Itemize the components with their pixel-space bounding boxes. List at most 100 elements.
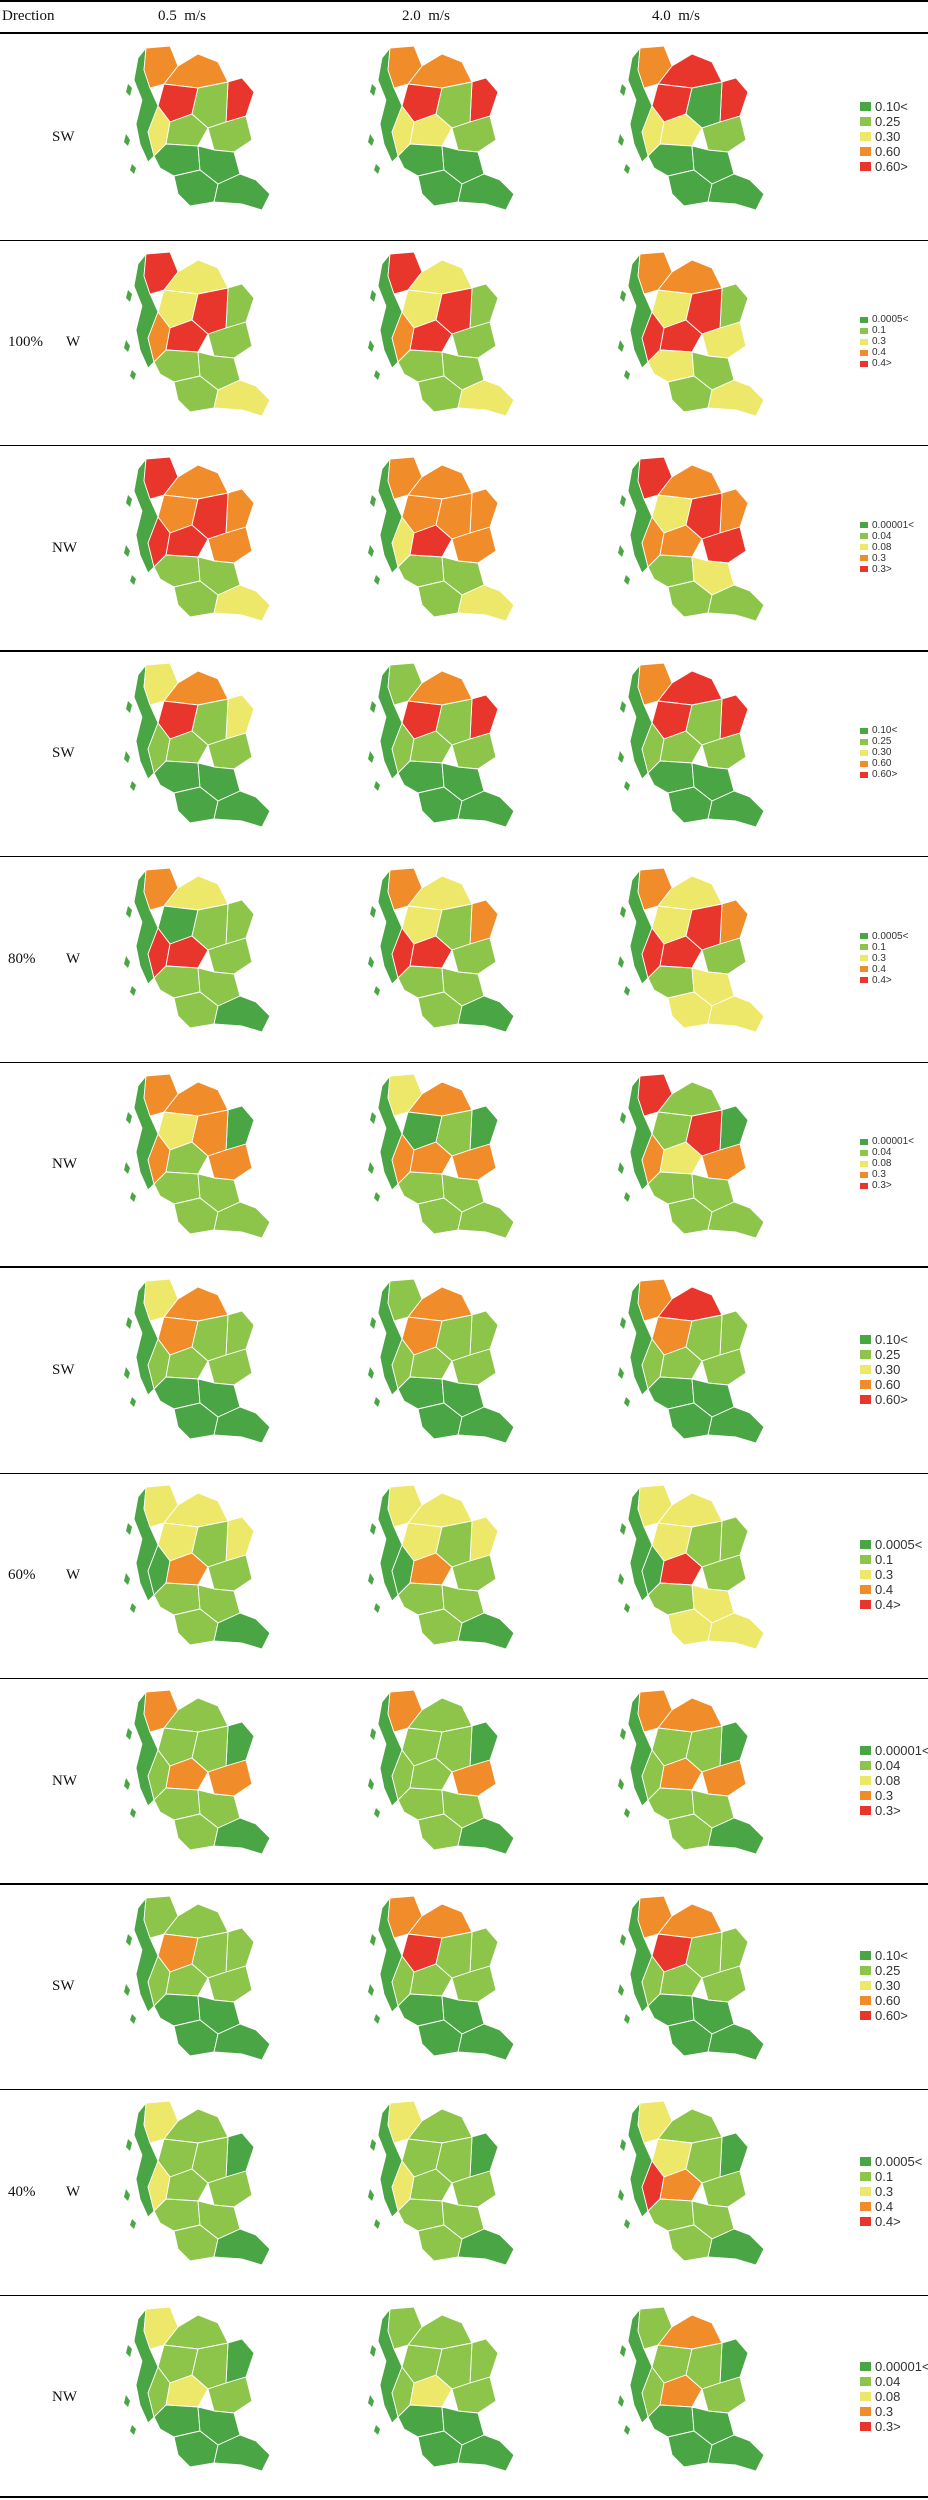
district-map-svg [368,867,515,1033]
district-region-6 [409,319,453,352]
map-40pct-nw-speed-3 [612,2305,772,2490]
legend-label: 0.3 [872,1169,886,1181]
district-region-4 [225,1105,255,1150]
map-40pct-nw-speed-1 [118,2305,278,2490]
district-region-6 [165,113,209,147]
legend-label: 0.4 [872,347,886,359]
district-region-7 [191,287,229,334]
district-map-svg [124,2100,271,2266]
legend-label: 0.60> [875,158,908,174]
district-region-12 [707,1406,765,1444]
island-3 [130,164,136,174]
legend-label: 0.08 [875,2389,901,2405]
district-region-12 [457,2228,515,2266]
district-region-7 [685,1520,723,1567]
island-1 [370,1317,376,1329]
island-1 [126,2139,132,2151]
island-2 [124,2189,130,2201]
island-2 [124,2394,130,2407]
district-region-4 [225,77,255,123]
island-1 [126,1111,132,1124]
island-2 [618,339,624,352]
legend-label: 0.0005< [875,1537,923,1553]
legend-swatch [860,727,868,734]
district-region-7 [435,2342,473,2389]
legend-sw: 0.10< 0.25 0.30 0.60 0.60> [860,99,908,174]
legend-item: 0.60 [860,1377,908,1392]
row-separator [0,1472,928,1474]
island-2 [124,1778,130,1790]
legend-item: 0.10< [860,1948,908,1963]
district-region-12 [457,1612,515,1649]
district-map-svg [124,1895,271,2060]
island-2 [368,2189,374,2201]
table-row: SW 0.10< 0.25 0.30 0.60 0.60> [0,1884,928,2090]
map-60pct-sw-speed-1 [118,1277,278,1462]
island-1 [370,84,376,96]
map-100pct-w-speed-3 [612,250,772,435]
district-region-4 [469,2132,499,2178]
legend-swatch [860,131,871,141]
legend-item: 0.1 [860,325,908,336]
legend-item: 0.00001< [860,520,914,531]
legend-swatch [860,1760,871,1770]
legend-label: 0.00001< [872,519,914,531]
legend-item: 0.1 [860,1552,922,1567]
district-region-12 [707,995,765,1033]
legend-item: 0.1 [860,942,908,953]
island-3 [624,2013,630,2024]
legend-swatch [860,101,871,111]
legend-swatch [860,1182,868,1189]
island-3 [130,1397,136,1407]
district-map-svg [368,1895,515,2060]
district-region-7 [685,1109,723,1156]
island-1 [620,289,626,302]
district-map-svg [618,1689,765,1855]
district-region-7 [191,698,229,745]
legend-swatch [860,749,868,756]
island-3 [130,1602,136,1613]
legend-swatch [860,1570,871,1580]
legend-swatch [860,533,868,540]
district-region-7 [435,1109,473,1156]
legend-item: 0.10< [860,1332,908,1347]
district-map-svg [124,456,271,622]
legend-label: 0.30 [875,128,901,144]
row-separator [0,1678,928,1679]
legend-item: 0.3 [860,336,908,347]
legend-label: 0.08 [872,1158,892,1170]
island-3 [130,780,136,791]
district-map-svg [618,2100,765,2266]
direction-label: W [66,2183,81,2200]
district-region-4 [225,283,255,328]
district-region-7 [435,903,473,951]
district-region-4 [225,1516,255,1561]
legend-label: 0.25 [872,736,892,748]
district-region-6 [659,113,703,147]
legend-label: 0.00001< [875,1742,928,1758]
district-region-12 [707,379,765,416]
district-region-12 [213,173,271,211]
district-region-7 [685,1931,723,1978]
legend-swatch [860,2186,871,2196]
legend-swatch [860,1775,871,1785]
district-region-12 [457,1406,515,1444]
district-region-12 [213,584,271,622]
legend-item: 0.3 [860,2184,922,2199]
legend-swatch [860,1364,871,1374]
island-1 [370,2344,376,2357]
district-region-7 [685,1725,723,1773]
district-region-6 [165,2374,209,2407]
direction-label: NW [52,539,77,556]
district-region-6 [409,524,453,558]
table-header: Drection 0.5 m/s 2.0 m/s 4.0 m/s [0,0,928,34]
legend-label: 0.3 [872,552,886,564]
district-region-4 [469,1105,499,1150]
district-region-6 [409,1346,453,1380]
district-region-7 [685,698,723,745]
map-40pct-nw-speed-2 [362,2305,522,2490]
island-1 [620,2139,626,2151]
district-region-6 [659,1963,703,1996]
district-region-4 [719,283,749,328]
district-region-12 [707,1612,765,1649]
